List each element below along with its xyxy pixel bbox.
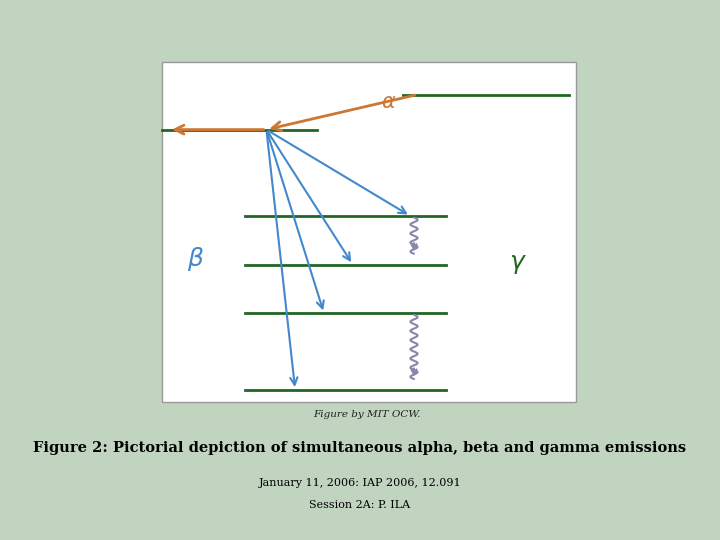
- Text: $\gamma$: $\gamma$: [510, 253, 527, 276]
- Text: Session 2A: P. ILA: Session 2A: P. ILA: [310, 500, 410, 510]
- Text: Figure by MIT OCW.: Figure by MIT OCW.: [313, 410, 421, 419]
- Text: January 11, 2006: IAP 2006, 12.091: January 11, 2006: IAP 2006, 12.091: [258, 478, 462, 488]
- Text: Figure 2: Pictorial depiction of simultaneous alpha, beta and gamma emissions: Figure 2: Pictorial depiction of simulta…: [33, 441, 687, 455]
- Text: $\alpha$: $\alpha$: [381, 93, 397, 112]
- Text: $\beta$: $\beta$: [187, 245, 204, 273]
- Bar: [162, 62, 576, 402]
